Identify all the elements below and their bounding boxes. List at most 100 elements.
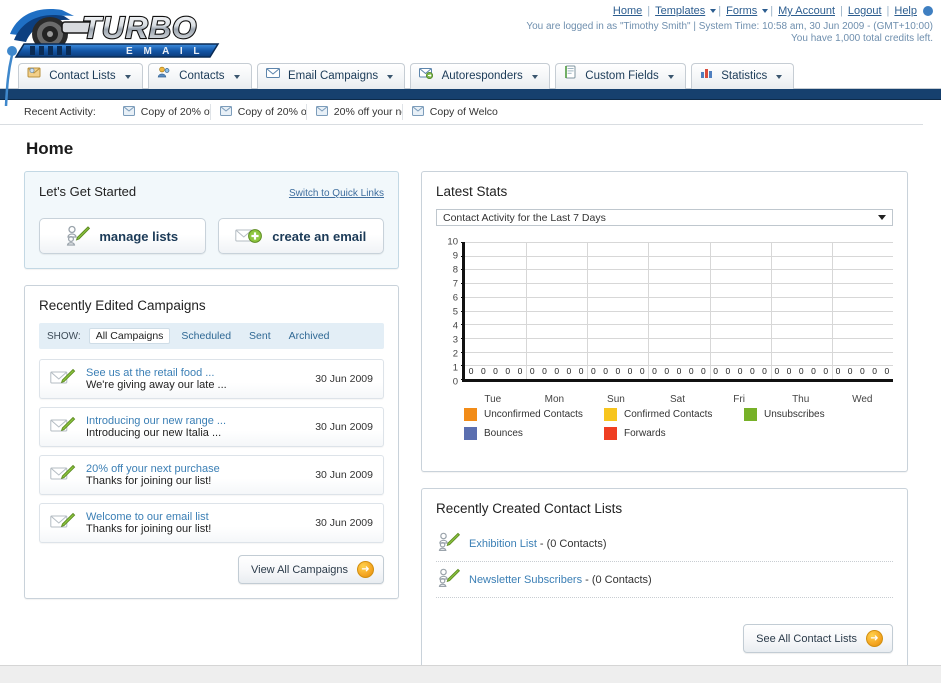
legend-swatch [604,408,617,421]
legend-swatch [604,427,617,440]
campaign-title-link[interactable]: Welcome to our email list [86,511,209,523]
tab-autoresponders[interactable]: Autoresponders [410,63,551,89]
chart-x-axis-labels: Tue Mon Sun Sat Fri Thu Wed [462,394,893,405]
chart-data-label: 0 [701,366,706,377]
chart-data-label: 0 [468,366,474,377]
recent-contact-lists-panel: Recently Created Contact Lists [421,488,908,668]
chart-data-label: 0 [517,366,523,377]
view-all-campaigns-label: View All Campaigns [250,563,348,576]
campaign-title-link[interactable]: See us at the retail food ... [86,367,215,379]
campaign-row[interactable]: See us at the retail food ... We're givi… [39,359,384,399]
campaign-description: Introducing our new Italia ... [86,427,222,439]
chart-data-label: 0 [860,366,865,377]
chart-y-axis-label: 4 [452,320,458,332]
top-nav-link-logout[interactable]: Logout [847,5,882,17]
right-column: Latest Stats Contact Activity for the La… [421,171,908,683]
campaign-edit-icon [50,368,76,391]
contact-list-name-link[interactable]: Exhibition List [469,537,537,550]
svg-text:E M A I L: E M A I L [126,46,203,57]
envelope-icon [122,105,135,119]
filter-all-campaigns[interactable]: All Campaigns [88,328,171,344]
filter-sent[interactable]: Sent [249,330,271,342]
legend-label: Unconfirmed Contacts [484,409,583,420]
filter-scheduled[interactable]: Scheduled [181,330,232,342]
chart-data-label: 0 [713,366,719,377]
campaign-date: 30 Jun 2009 [315,373,373,385]
stats-period-select[interactable]: Contact Activity for the Last 7 Days [436,209,893,226]
nav-separator: | [886,5,890,17]
chart-y-axis-label: 1 [452,362,458,374]
filter-archived[interactable]: Archived [288,330,330,342]
chart-y-tick [461,379,465,380]
recent-activity-item[interactable]: Copy of 20% off yo [209,104,306,120]
top-nav-link-templates[interactable]: Templates [655,5,706,17]
legend-swatch [744,408,757,421]
tab-contacts[interactable]: Contacts [147,63,252,89]
campaign-title-link[interactable]: 20% off your next purchase [86,463,220,475]
top-nav-link-help[interactable]: Help [894,5,917,17]
chart-gridline [465,283,893,285]
top-nav-link-forms[interactable]: Forms [726,5,758,17]
campaign-row[interactable]: Welcome to our email list Thanks for joi… [39,503,384,543]
chart-y-axis-label: 0 [452,376,458,388]
chart-y-axis-label: 2 [452,348,458,360]
chart-group-divider [770,242,772,379]
campaign-row[interactable]: Introducing our new range ... Introducin… [39,407,384,447]
chevron-down-icon [233,74,240,79]
nav-blue-bar [0,89,941,100]
chevron-down-icon [532,74,539,79]
chart-data-label: 0 [749,366,755,377]
see-all-contact-lists-button[interactable]: See All Contact Lists ➜ [743,624,893,653]
nav-separator: | [647,5,651,17]
chart-y-axis-label: 5 [452,306,458,318]
chart-y-tick [461,242,465,243]
chart-data-label: 0 [652,366,657,377]
chart-y-tick [461,255,465,257]
contacts-icon [157,64,171,89]
campaign-title-link[interactable]: Introducing our new range ... [86,415,227,427]
chart-x-tick-label: Sun [607,394,625,405]
tab-contact-lists[interactable]: Contact Lists [18,63,143,89]
switch-to-quick-links-link[interactable]: Switch to Quick Links [288,188,384,199]
view-all-campaigns-button[interactable]: View All Campaigns ➜ [237,555,384,584]
tab-custom-fields[interactable]: Custom Fields [555,63,686,89]
chart-gridline [465,351,893,353]
latest-stats-title: Latest Stats [436,184,508,199]
recent-activity-item[interactable]: Copy of Welcome to [401,104,498,120]
chevron-down-icon [667,74,674,79]
tab-email-campaigns[interactable]: Email Campaigns [256,63,406,89]
recent-activity-item[interactable]: Copy of 20% off yo [114,104,210,120]
contact-list-row[interactable]: Exhibition List - (0 Contacts) [436,526,893,562]
top-nav-link-my-account[interactable]: My Account [778,5,835,17]
get-started-panel: Let's Get Started Switch to Quick Links [24,171,399,269]
chart-data-label: 0 [811,366,816,377]
recent-contact-lists-title: Recently Created Contact Lists [436,501,623,516]
recent-activity-label: Recent Activity: [24,106,96,118]
contact-list-name-link[interactable]: Newsletter Subscribers [469,573,583,586]
chart-x-tick-label: Tue [484,394,502,405]
campaign-row[interactable]: 20% off your next purchase Thanks for jo… [39,455,384,495]
contact-list-count: - (0 Contacts) [539,537,607,550]
tab-statistics[interactable]: Statistics [691,63,795,89]
chart-data-label: 0 [529,366,535,377]
chevron-down-icon [878,215,886,220]
legend-item-bounces: Bounces [464,427,604,440]
turbo-email-logo[interactable]: TURBO E M A I L [4,0,236,62]
top-nav: Home | Templates | Forms | My Account | Logout | H… [610,5,933,17]
chart-data-label: 0 [591,366,596,377]
create-email-button[interactable]: create an email [217,218,384,254]
manage-lists-button[interactable]: manage lists [39,218,206,254]
recent-activity-item[interactable]: 20% off your next p [305,104,402,120]
top-nav-link-home[interactable]: Home [612,5,643,17]
chart-y-axis-label: 9 [452,250,458,262]
campaign-date: 30 Jun 2009 [315,517,373,529]
chart-gridline [465,296,893,298]
contact-list-row[interactable]: Newsletter Subscribers - (0 Contacts) [436,562,893,598]
legend-item-unsubscribes: Unsubscribes [744,408,884,421]
